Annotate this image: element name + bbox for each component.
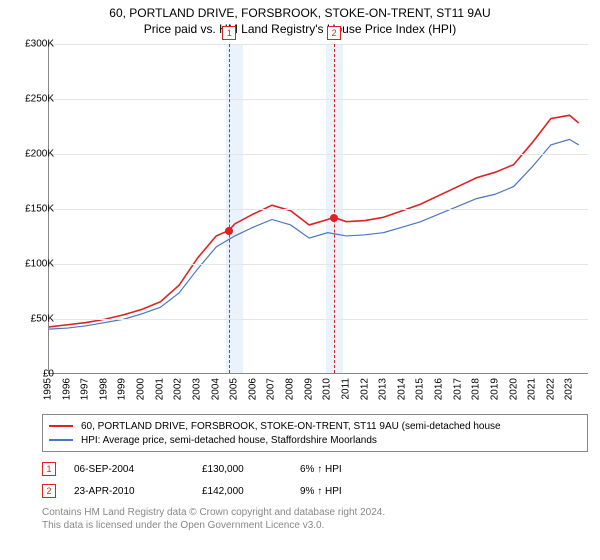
xtick-label: 2011 [340,378,351,400]
legend-label: HPI: Average price, semi-detached house,… [81,435,377,446]
ytick-label: £200K [10,149,54,160]
xtick-label: 2006 [247,378,258,400]
title-line1: 60, PORTLAND DRIVE, FORSBROOK, STOKE-ON-… [0,6,600,20]
tx-marker-box: 1 [42,462,56,476]
xtick-label: 1999 [117,378,128,400]
tx-date: 23-APR-2010 [74,486,184,497]
xtick-label: 2001 [154,378,165,400]
gridline-h [49,264,588,265]
footer-attribution: Contains HM Land Registry data © Crown c… [42,506,588,532]
xtick-label: 2013 [378,378,389,400]
tx-date: 06-SEP-2004 [74,464,184,475]
ytick-label: £100K [10,259,54,270]
xtick-label: 2009 [303,378,314,400]
ytick-label: £250K [10,94,54,105]
xtick-label: 2017 [452,378,463,400]
event-vline [334,44,335,373]
legend: 60, PORTLAND DRIVE, FORSBROOK, STOKE-ON-… [42,414,588,452]
footer-line1: Contains HM Land Registry data © Crown c… [42,506,588,519]
event-marker-box: 1 [222,26,236,40]
tx-hpi: 6% ↑ HPI [300,464,588,475]
table-row: 2 23-APR-2010 £142,000 9% ↑ HPI [42,480,588,502]
xtick-label: 2007 [266,378,277,400]
gridline-h [49,154,588,155]
ytick-label: £300K [10,39,54,50]
xtick-label: 1996 [61,378,72,400]
legend-label: 60, PORTLAND DRIVE, FORSBROOK, STOKE-ON-… [81,421,501,432]
xtick-label: 2002 [173,378,184,400]
legend-item: HPI: Average price, semi-detached house,… [49,433,581,447]
xtick-label: 2014 [396,378,407,400]
legend-item: 60, PORTLAND DRIVE, FORSBROOK, STOKE-ON-… [49,419,581,433]
series-property-price [49,115,579,327]
xtick-label: 2021 [527,378,538,400]
xtick-label: 2016 [434,378,445,400]
gridline-h [49,319,588,320]
xtick-label: 2022 [545,378,556,400]
xtick-label: 2018 [471,378,482,400]
legend-swatch [49,439,73,441]
event-vline [229,44,230,373]
transactions-table: 1 06-SEP-2004 £130,000 6% ↑ HPI 2 23-APR… [42,458,588,502]
xtick-label: 2019 [489,378,500,400]
chart-plot-area: 12 [48,44,588,374]
ytick-label: £50K [10,314,54,325]
gridline-h [49,209,588,210]
xtick-label: 2004 [210,378,221,400]
xtick-label: 2000 [136,378,147,400]
tx-hpi: 9% ↑ HPI [300,486,588,497]
title-line2: Price paid vs. HM Land Registry's House … [0,22,600,36]
footer-line2: This data is licensed under the Open Gov… [42,519,588,532]
xtick-label: 2003 [191,378,202,400]
xtick-label: 2010 [322,378,333,400]
event-dot [225,227,233,235]
gridline-h [49,44,588,45]
xtick-label: 1995 [43,378,54,400]
xtick-label: 2005 [229,378,240,400]
table-row: 1 06-SEP-2004 £130,000 6% ↑ HPI [42,458,588,480]
xtick-label: 2012 [359,378,370,400]
event-marker-box: 2 [327,26,341,40]
ytick-label: £150K [10,204,54,215]
xtick-label: 2015 [415,378,426,400]
event-dot [330,214,338,222]
tx-price: £142,000 [202,486,282,497]
tx-marker-box: 2 [42,484,56,498]
xtick-label: 2023 [564,378,575,400]
series-hpi-avg [49,139,579,329]
xtick-label: 2008 [285,378,296,400]
tx-price: £130,000 [202,464,282,475]
chart-title-block: 60, PORTLAND DRIVE, FORSBROOK, STOKE-ON-… [0,0,600,38]
xtick-label: 1998 [98,378,109,400]
gridline-h [49,99,588,100]
legend-swatch [49,425,73,427]
xtick-label: 1997 [80,378,91,400]
xtick-label: 2020 [508,378,519,400]
